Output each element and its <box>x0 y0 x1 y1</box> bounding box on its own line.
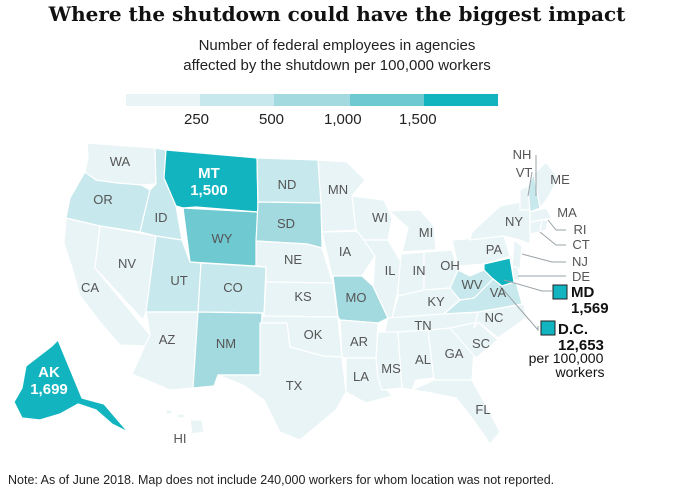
label-NV: NV <box>118 256 136 271</box>
label-CA: CA <box>81 280 99 295</box>
state-TX <box>217 322 347 441</box>
state-SC <box>449 321 499 359</box>
state-HI-2 <box>177 413 185 419</box>
dc-callout-label: D.C. <box>558 321 588 338</box>
label-OK: OK <box>304 327 323 342</box>
label-MS: MS <box>381 361 401 376</box>
label-NY: NY <box>505 214 523 229</box>
label-VA: VA <box>490 285 507 300</box>
dc-callout-unit-1: per 100,000 <box>529 350 604 366</box>
label-AK: AK <box>38 364 60 381</box>
label-NJ: NJ <box>572 254 588 269</box>
label-WA: WA <box>110 154 131 169</box>
chart-title: Where the shutdown could have the bigges… <box>48 2 626 26</box>
state-MA <box>529 207 553 223</box>
md-callout-swatch <box>552 284 568 300</box>
footnote: Note: As of June 2018. Map does not incl… <box>8 473 555 487</box>
label-OR: OR <box>93 192 113 207</box>
label-PA: PA <box>486 242 503 257</box>
label-GA: GA <box>445 346 464 361</box>
label-UT: UT <box>170 273 187 288</box>
subtitle-line-2: affected by the shutdown per 100,000 wor… <box>183 57 491 74</box>
state-HI-1 <box>165 409 173 415</box>
label-DE: DE <box>572 269 590 284</box>
legend-swatch-3 <box>274 94 350 106</box>
label-WV: WV <box>462 277 483 292</box>
label-MI: MI <box>419 225 433 240</box>
label-AZ: AZ <box>159 332 176 347</box>
state-FL <box>411 379 501 445</box>
value-AK: 1,699 <box>30 381 68 398</box>
state-MD <box>483 257 515 287</box>
legend-swatch-4 <box>350 94 424 106</box>
label-AL: AL <box>415 352 431 367</box>
state-AZ <box>131 311 199 391</box>
label-NM: NM <box>216 336 236 351</box>
chart-subtitle: Number of federal employees in agencies … <box>0 36 674 76</box>
label-CT: CT <box>572 237 589 252</box>
state-ME <box>533 161 559 209</box>
subtitle-line-1: Number of federal employees in agencies <box>198 37 476 54</box>
state-RI <box>539 219 549 233</box>
label-ID: ID <box>155 210 168 225</box>
label-MN: MN <box>328 182 348 197</box>
label-NH: NH <box>513 147 532 162</box>
md-callout-label: MD <box>571 284 594 301</box>
label-OH: OH <box>440 258 460 273</box>
us-map: WA OR CA NV ID WY UT AZ CO NM ND SD NE K… <box>13 142 609 446</box>
label-IA: IA <box>339 244 352 259</box>
label-NE: NE <box>284 252 302 267</box>
label-VT: VT <box>516 165 533 180</box>
label-TX: TX <box>286 378 303 393</box>
state-MO <box>332 275 389 324</box>
label-KS: KS <box>294 289 312 304</box>
label-MA: MA <box>557 205 577 220</box>
label-TN: TN <box>414 318 431 333</box>
label-MT: MT <box>198 165 220 182</box>
state-NV <box>94 225 157 321</box>
label-IN: IN <box>413 263 426 278</box>
state-AK <box>13 339 129 433</box>
state-NJ <box>511 239 523 271</box>
label-SC: SC <box>472 336 490 351</box>
state-MI <box>388 209 437 253</box>
label-WI: WI <box>372 210 388 225</box>
label-CO: CO <box>223 280 243 295</box>
label-NC: NC <box>485 310 504 325</box>
label-ME: ME <box>550 172 570 187</box>
value-MT: 1,500 <box>190 182 228 199</box>
legend-swatch-1 <box>126 94 200 106</box>
color-legend <box>126 94 498 106</box>
label-WY: WY <box>212 231 233 246</box>
state-HI-3 <box>189 419 205 435</box>
label-leader-lines <box>499 155 566 332</box>
legend-tick-1000: 1,000 <box>324 111 362 128</box>
dc-callout-value: 12,653 <box>558 337 604 354</box>
label-KY: KY <box>427 294 445 309</box>
legend-tick-1500: 1,500 <box>399 111 437 128</box>
dc-callout-swatch <box>540 320 556 336</box>
label-MO: MO <box>346 290 367 305</box>
label-LA: LA <box>353 369 369 384</box>
legend-swatch-5 <box>424 94 498 106</box>
label-RI: RI <box>574 222 587 237</box>
legend-swatch-2 <box>200 94 274 106</box>
label-FL: FL <box>475 402 490 417</box>
legend-tick-250: 250 <box>184 111 210 128</box>
dc-callout-unit-2: workers <box>554 364 604 380</box>
label-AR: AR <box>350 334 368 349</box>
state-NY <box>469 201 531 245</box>
label-HI: HI <box>174 431 187 446</box>
md-callout-value: 1,569 <box>571 300 609 317</box>
legend-tick-500: 500 <box>259 111 285 128</box>
label-SD: SD <box>277 216 295 231</box>
label-IL: IL <box>385 263 396 278</box>
label-ND: ND <box>278 177 297 192</box>
